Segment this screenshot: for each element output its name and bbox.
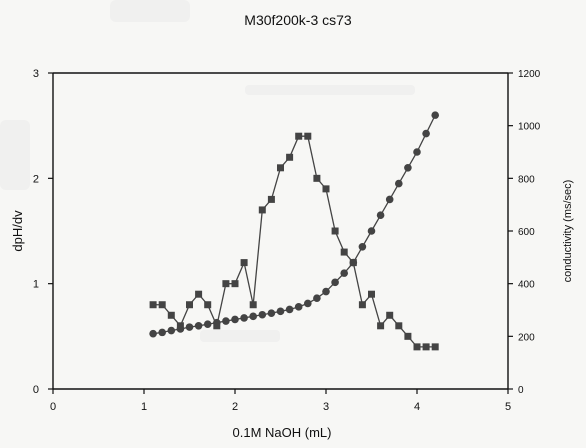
background-smudge-2 [0,120,30,190]
y-axis-left-label: dpH/dv [10,210,25,252]
square-marker [368,290,375,298]
square-marker [258,206,266,214]
square-marker [313,174,321,182]
circle-marker [167,326,176,335]
x-axis-label: 0.1M NaOH (mL) [233,425,332,440]
y-right-tick-label: 600 [518,227,535,238]
y-left-tick-label: 2 [33,173,39,185]
square-marker [422,343,430,351]
x-tick-label: 4 [414,401,420,413]
square-marker [149,301,157,309]
y-right-tick-label: 800 [518,174,535,185]
circle-marker [313,294,321,302]
circle-marker [322,287,330,296]
circle-marker [367,227,376,235]
plot-frame [52,72,509,390]
square-marker [431,343,439,351]
square-marker [277,164,284,172]
circle-marker [267,309,276,317]
square-marker [231,280,239,288]
background-smudge-3 [245,85,415,95]
y-right-tick-label: 1200 [518,69,541,80]
circle-marker [413,148,421,156]
circle-marker [385,195,394,204]
square-marker [404,332,412,340]
background-texture [0,0,415,342]
series-layer [149,111,440,351]
circle-marker [376,211,385,219]
background-smudge-4 [200,330,280,342]
square-marker [331,227,339,235]
square-marker [167,311,175,319]
x-axis-ticks: 0 1 2 3 4 5 [50,389,511,413]
square-marker [358,301,366,309]
circle-marker [222,317,230,325]
square-marker [186,301,193,309]
circle-marker [285,305,294,314]
square-marker [240,259,248,267]
square-marker [286,153,294,161]
circle-marker [349,258,358,267]
circle-marker [276,307,285,316]
circle-marker [240,314,248,322]
x-tick-label: 1 [141,401,147,413]
circle-marker [194,322,203,330]
dphdv-series [149,132,439,351]
background-smudge-1 [110,0,190,22]
y-left-tick-label: 3 [33,68,39,80]
circle-marker [422,129,430,138]
y-left-tick-label: 0 [33,384,39,396]
circle-marker [203,320,212,329]
y-right-tick-label: 1000 [518,122,541,133]
square-marker [304,132,312,140]
circle-marker [431,111,440,119]
y-axis-right-ticks: 0 200 400 600 800 1000 1200 [508,69,541,396]
circle-marker [358,243,367,251]
square-marker [413,343,421,351]
square-marker [386,311,394,319]
circle-marker [340,269,349,277]
circle-marker [176,325,185,333]
circle-marker [304,299,312,308]
square-marker [340,248,348,256]
square-marker [222,280,230,288]
square-marker [322,185,330,193]
y-right-tick-label: 400 [518,280,535,291]
circle-marker [294,303,303,311]
y-axis-left-ticks: 0 1 2 3 [33,68,53,396]
square-marker [195,290,203,298]
y-left-tick-label: 1 [33,279,39,291]
x-tick-label: 2 [232,401,238,413]
circle-marker [258,310,267,319]
x-tick-label: 5 [505,401,511,413]
y-right-tick-label: 0 [518,385,524,396]
square-marker [249,301,257,309]
square-marker [204,301,212,309]
y-axis-right-label: conductivity (ms/sec) [562,180,574,283]
conductivity-series [149,111,440,338]
square-marker [295,132,303,140]
circle-marker [158,328,166,337]
circle-marker [249,312,257,321]
circle-marker [213,318,221,327]
square-marker [267,195,275,203]
y-right-tick-label: 200 [518,332,535,343]
circle-marker [185,323,194,331]
circle-marker [231,315,239,324]
x-tick-label: 3 [323,401,329,413]
circle-marker [404,164,412,172]
square-marker [158,301,166,309]
x-tick-label: 0 [50,401,56,413]
square-marker [377,322,385,330]
square-marker [395,322,403,330]
chart-title: M30f200k-3 cs73 [244,12,352,28]
circle-marker [395,179,403,188]
circle-marker [331,278,339,287]
circle-marker [149,329,157,338]
